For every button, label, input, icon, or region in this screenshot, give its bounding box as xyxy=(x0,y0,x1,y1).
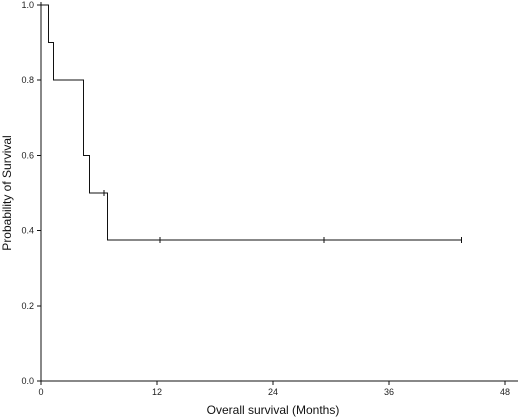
x-tick-label: 48 xyxy=(500,387,510,397)
y-axis-title: Probability of Survival xyxy=(0,135,14,250)
x-tick-label: 24 xyxy=(268,387,278,397)
y-tick-label: 0.4 xyxy=(21,226,34,236)
x-tick-label: 12 xyxy=(152,387,162,397)
y-tick-label: 0.2 xyxy=(21,301,34,311)
censor-marks xyxy=(103,190,462,243)
y-tick-label: 0.0 xyxy=(21,376,34,386)
x-ticks: 0 12 24 36 48 xyxy=(38,381,510,397)
y-ticks: 0.0 0.2 0.4 0.6 0.8 1.0 xyxy=(21,0,41,386)
y-tick-label: 1.0 xyxy=(21,0,34,10)
survival-curve xyxy=(41,4,462,241)
x-tick-label: 36 xyxy=(384,387,394,397)
axes xyxy=(40,2,518,382)
y-tick-label: 0.6 xyxy=(21,150,34,160)
y-tick-label: 0.8 xyxy=(21,75,34,85)
x-tick-label: 0 xyxy=(38,387,43,397)
x-axis-title: Overall survival (Months) xyxy=(207,403,340,417)
